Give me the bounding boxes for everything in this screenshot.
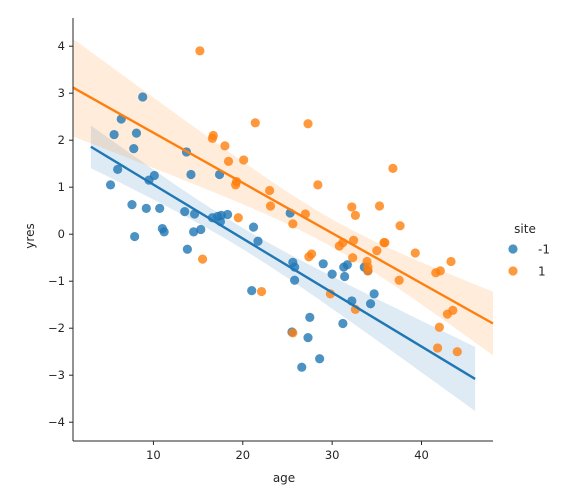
point-site--1-5	[129, 144, 139, 154]
point-site--1-35	[290, 275, 300, 285]
point-site-1-42	[434, 322, 444, 332]
point-site--1-4	[127, 199, 137, 210]
y-tick-label--2: −2	[48, 321, 65, 335]
legend-label-site-1: 1	[538, 265, 546, 279]
y-axis-label: yres	[23, 223, 37, 248]
point-site--1-19	[189, 227, 199, 237]
point-site--1-15	[180, 207, 190, 217]
point-site--1-30	[253, 236, 263, 246]
legend: site -1 1	[508, 222, 550, 279]
point-site-1-47	[452, 347, 462, 357]
legend-label-site--1: -1	[538, 243, 550, 257]
point-site-1-32	[372, 246, 382, 256]
point-site--1-50	[369, 289, 379, 299]
x-tick-label-10: 10	[146, 448, 161, 462]
point-site-1-31	[363, 266, 373, 276]
point-site-1-38	[395, 221, 405, 231]
point-site-1-0	[195, 46, 205, 56]
point-site-1-35	[380, 238, 390, 248]
point-site--1-44	[340, 271, 350, 282]
point-site--1-27	[223, 209, 233, 220]
point-site--1-12	[155, 203, 165, 213]
point-site-1-37	[394, 275, 404, 285]
legend-marker-site-1	[508, 266, 518, 276]
point-site--1-6	[130, 231, 140, 242]
point-site-1-46	[448, 305, 458, 315]
point-site-1-45	[446, 256, 456, 267]
regression-line-site--1	[90, 145, 476, 380]
point-site--1-21	[196, 224, 206, 235]
y-tick-label--1: −1	[48, 274, 65, 288]
y-tick-label-4: 4	[58, 39, 65, 53]
point-site-1-14	[288, 328, 298, 338]
point-site-1-15	[288, 219, 298, 229]
point-site-1-17	[303, 119, 313, 129]
point-site-1-8	[233, 213, 243, 223]
point-site-1-1	[197, 254, 208, 264]
point-site--1-18	[186, 169, 196, 180]
y-tick-label-0: 0	[58, 227, 65, 241]
point-site-1-12	[265, 185, 275, 196]
point-site--1-28	[247, 286, 257, 296]
legend-marker-site--1	[508, 244, 518, 254]
x-axis-label: age	[273, 471, 295, 485]
point-site--1-37	[303, 333, 313, 343]
y-tick-label--4: −4	[48, 415, 65, 429]
confidence-band-site-1	[73, 38, 493, 356]
point-site--1-7	[131, 128, 142, 138]
y-tick-label-1: 1	[58, 180, 65, 194]
point-site-1-28	[350, 210, 360, 220]
point-site-1-36	[388, 163, 398, 173]
point-site--1-39	[315, 354, 325, 364]
scatter-points	[105, 46, 462, 372]
point-site-1-33	[374, 201, 385, 211]
confidence-bands	[73, 38, 493, 412]
point-site--1-29	[248, 222, 259, 232]
point-site-1-5	[223, 156, 234, 166]
point-site--1-1	[109, 129, 119, 140]
x-tick-label-20: 20	[235, 448, 250, 462]
point-site-1-4	[220, 141, 230, 151]
point-site-1-41	[433, 343, 443, 353]
point-site--1-36	[297, 362, 307, 372]
y-tick-label-2: 2	[58, 133, 65, 147]
point-site-1-39	[410, 248, 420, 258]
point-site-1-43	[435, 266, 445, 276]
point-site-1-11	[256, 286, 267, 297]
y-tick-label-3: 3	[58, 86, 65, 100]
point-site--1-0	[105, 180, 116, 190]
y-tick-label--3: −3	[48, 368, 65, 382]
point-site--1-38	[305, 312, 315, 322]
point-site--1-17	[182, 244, 192, 254]
point-site--1-49	[365, 299, 376, 309]
point-site--1-45	[342, 260, 352, 270]
point-site--1-2	[113, 164, 123, 174]
point-site--1-9	[141, 203, 151, 213]
point-site--1-8	[138, 92, 148, 102]
regression-lines	[72, 86, 494, 380]
point-site-1-25	[348, 253, 358, 263]
point-site-1-9	[239, 155, 249, 165]
point-site-1-3	[208, 130, 218, 141]
point-site-1-13	[265, 201, 276, 211]
point-site-1-24	[347, 202, 357, 212]
x-tick-label-30: 30	[325, 448, 340, 462]
point-site-1-10	[250, 118, 260, 128]
point-site--1-42	[338, 318, 348, 329]
point-site-1-19	[307, 249, 317, 259]
confidence-band-site--1	[90, 125, 476, 412]
x-tick-label-40: 40	[414, 448, 429, 462]
legend-title: site	[514, 222, 536, 236]
point-site--1-11	[149, 170, 159, 181]
axes: 10 20 30 40 −4 −3 −2 −1 0 1 2 3 4	[48, 18, 493, 462]
point-site--1-41	[327, 269, 337, 279]
point-site--1-40	[318, 259, 328, 269]
point-site-1-20	[313, 180, 323, 190]
point-site--1-14	[159, 227, 169, 237]
regression-line-site-1	[72, 86, 494, 325]
